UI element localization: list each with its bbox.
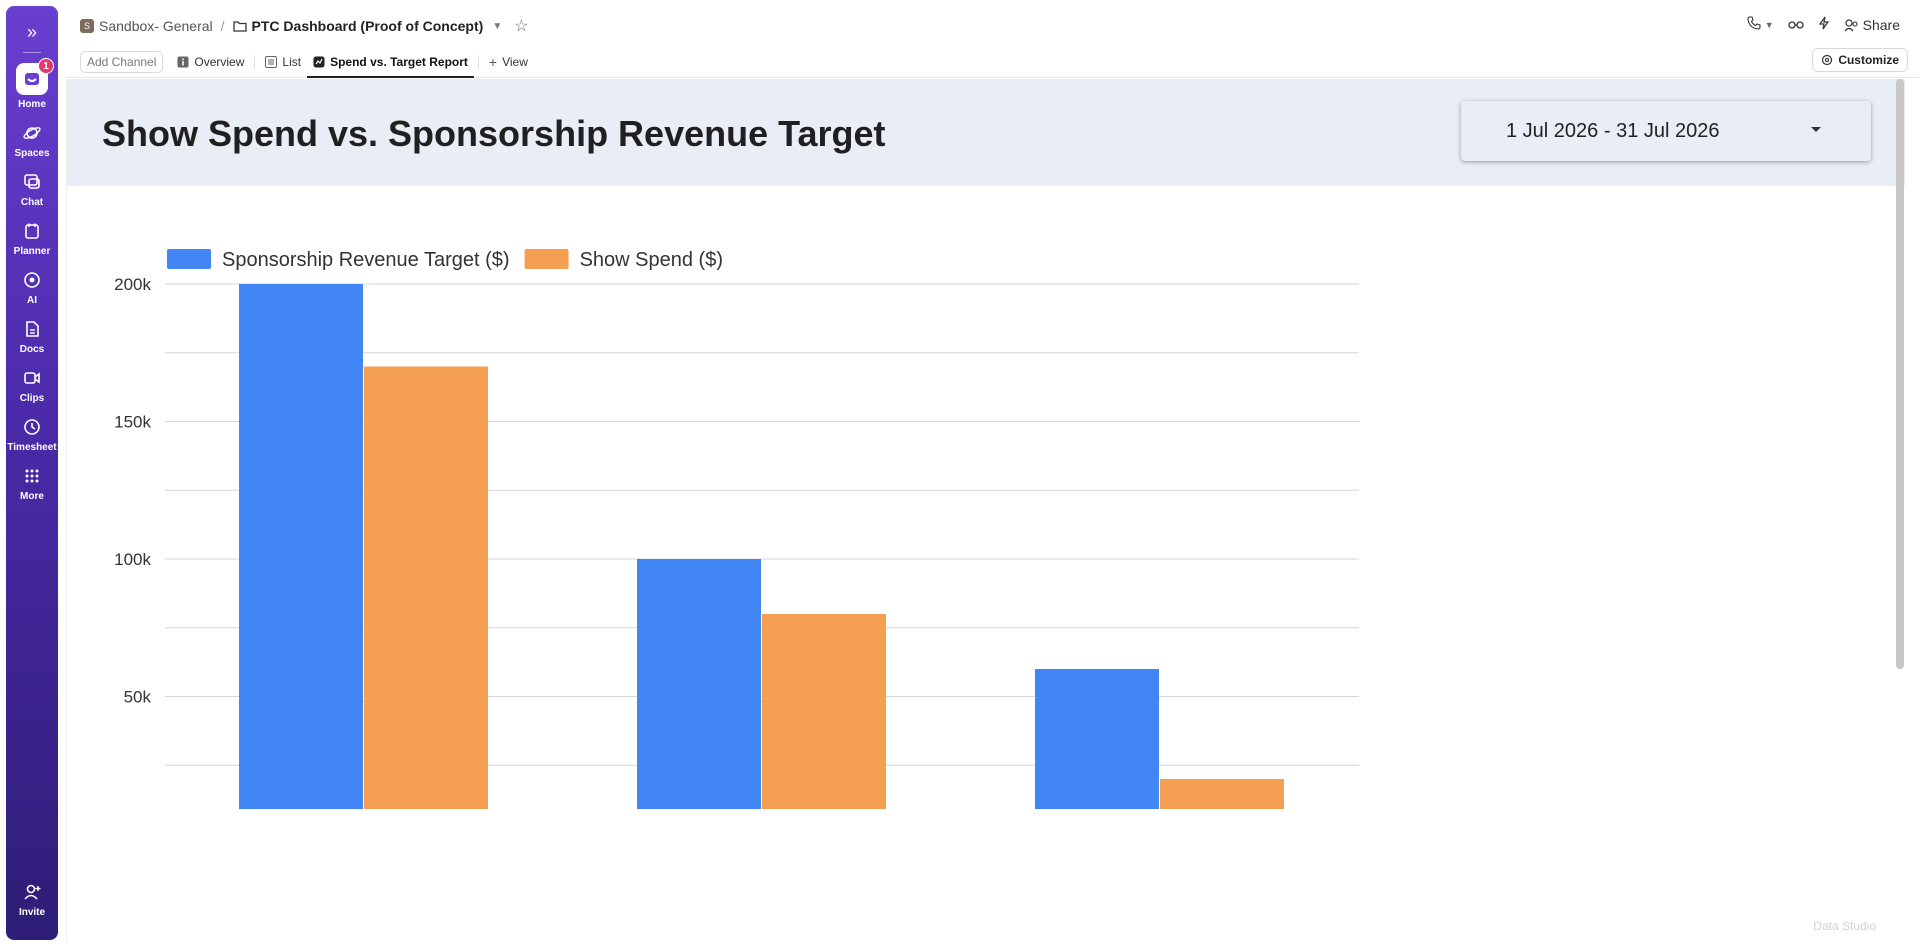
bar-target[interactable] (637, 559, 761, 809)
view-tabs: Add Channel Overview List Spend vs. Targ… (80, 48, 534, 78)
scrollbar[interactable] (1896, 79, 1904, 669)
space-avatar: S (80, 19, 94, 33)
info-icon (177, 56, 189, 68)
tab-list-label: List (282, 55, 302, 69)
star-icon[interactable]: ☆ (514, 18, 529, 35)
legend-label[interactable]: Sponsorship Revenue Target ($) (222, 249, 510, 271)
tab-spend-vs-target-report[interactable]: Spend vs. Target Report (307, 48, 474, 78)
breadcrumb: S Sandbox- General / PTC Dashboard (Proo… (80, 16, 529, 36)
rail-item-timesheet[interactable]: Timesheet (6, 416, 58, 453)
chevron-down-icon[interactable]: ▼ (492, 20, 503, 32)
spaces-icon (21, 122, 43, 144)
share-icon (1844, 18, 1858, 31)
left-rail: » 1 Home Spaces Chat Planner (6, 6, 58, 940)
rail-item-invite[interactable]: Invite (6, 881, 58, 918)
header-actions: ▼ Share (1747, 16, 1900, 33)
breadcrumb-separator: / (220, 18, 225, 34)
tab-overview-label: Overview (194, 55, 245, 69)
gear-icon (1822, 54, 1833, 66)
breadcrumb-folder[interactable]: PTC Dashboard (Proof of Concept) ▼ (232, 18, 503, 34)
bar-spend[interactable] (762, 614, 886, 809)
rail-item-spaces[interactable]: Spaces (6, 122, 58, 159)
bar-spend[interactable] (364, 366, 488, 810)
rail-item-chat[interactable]: Chat (6, 171, 58, 208)
expand-icon[interactable]: » (26, 22, 37, 42)
share-label: Share (1862, 16, 1900, 33)
customize-label: Customize (1838, 53, 1899, 67)
rail-label-more: More (20, 491, 44, 502)
home-icon: 1 (16, 58, 54, 95)
tab-overview[interactable]: Overview (171, 48, 250, 76)
rail-item-ai[interactable]: AI (6, 269, 58, 306)
rail-item-more[interactable]: More (6, 465, 58, 502)
rail-label-home: Home (18, 99, 46, 110)
docs-icon (21, 318, 43, 340)
bar-spend[interactable] (1160, 779, 1284, 809)
caret-down-icon (1811, 127, 1821, 132)
chart-legend: Sponsorship Revenue Target ($) Show Spend… (167, 249, 723, 271)
tab-divider (477, 55, 479, 69)
customize-button[interactable]: Customize (1812, 48, 1908, 72)
rail-item-home[interactable]: 1 Home (6, 58, 58, 110)
chart-labels: 050k100k150k200kDryWater // New York // … (114, 275, 152, 707)
add-user-icon (21, 881, 43, 903)
rail-label-invite: Invite (18, 907, 46, 918)
tab-report-label: Spend vs. Target Report (330, 55, 468, 69)
notification-badge: 1 (38, 58, 54, 74)
clips-icon (21, 367, 43, 389)
date-range-picker[interactable]: 1 Jul 2026 - 31 Jul 2026 (1461, 101, 1871, 161)
rail-label-timesheet: Timesheet (7, 442, 57, 453)
lightning-icon[interactable] (1818, 16, 1830, 33)
bar-target[interactable] (1035, 669, 1159, 809)
folder-icon (232, 21, 247, 32)
add-channel-button[interactable]: Add Channel (80, 51, 164, 73)
report-canvas: Show Spend vs. Sponsorship Revenue Targe… (66, 79, 1905, 941)
rail-item-clips[interactable]: Clips (6, 367, 58, 404)
glasses-icon[interactable] (1787, 17, 1804, 33)
tab-list[interactable]: List (259, 48, 307, 76)
rail-divider (23, 52, 41, 53)
tab-divider (254, 55, 256, 69)
ai-icon (21, 269, 43, 291)
planner-icon (21, 220, 43, 242)
rail-label-clips: Clips (19, 393, 45, 404)
rail-item-planner[interactable]: Planner (6, 220, 58, 257)
grid-dots-icon (21, 465, 43, 487)
report-title: Show Spend vs. Sponsorship Revenue Targe… (102, 113, 886, 154)
rail-label-chat: Chat (20, 197, 44, 208)
bar-target[interactable] (239, 284, 363, 809)
breadcrumb-space[interactable]: Sandbox- General (99, 18, 213, 34)
chevron-down-icon[interactable]: ▼ (1764, 19, 1774, 30)
bar-chart: 050k100k150k200kDryWater // New York // … (114, 249, 1359, 809)
date-range-value: 1 Jul 2026 - 31 Jul 2026 (1506, 119, 1720, 142)
y-tick-label: 50k (124, 688, 152, 707)
y-tick-label: 150k (114, 413, 151, 432)
share-button[interactable]: Share (1844, 17, 1900, 33)
rail-label-planner: Planner (13, 246, 51, 257)
legend-swatch (167, 249, 211, 269)
rail-label-ai: AI (27, 295, 37, 306)
add-view-label: View (502, 55, 528, 69)
phone-icon[interactable] (1747, 16, 1761, 33)
plus-icon: + (488, 54, 498, 70)
folder-name: PTC Dashboard (Proof of Concept) (251, 18, 484, 34)
legend-label[interactable]: Show Spend ($) (580, 249, 723, 271)
rail-label-spaces: Spaces (14, 148, 50, 159)
clock-icon (21, 416, 43, 438)
data-studio-watermark: Data Studio (1813, 919, 1876, 933)
report-banner: Show Spend vs. Sponsorship Revenue Targe… (67, 79, 1905, 186)
rail-item-docs[interactable]: Docs (6, 318, 58, 355)
add-view-button[interactable]: + View (483, 48, 534, 76)
report-icon (313, 56, 325, 68)
list-icon (265, 56, 278, 68)
y-tick-label: 100k (114, 550, 151, 569)
page-header: S Sandbox- General / PTC Dashboard (Proo… (66, 0, 1920, 78)
y-tick-label: 200k (114, 275, 151, 294)
chat-icon (21, 171, 43, 193)
chart-bars (239, 284, 1284, 809)
legend-swatch (524, 249, 569, 269)
rail-label-docs: Docs (19, 344, 45, 355)
